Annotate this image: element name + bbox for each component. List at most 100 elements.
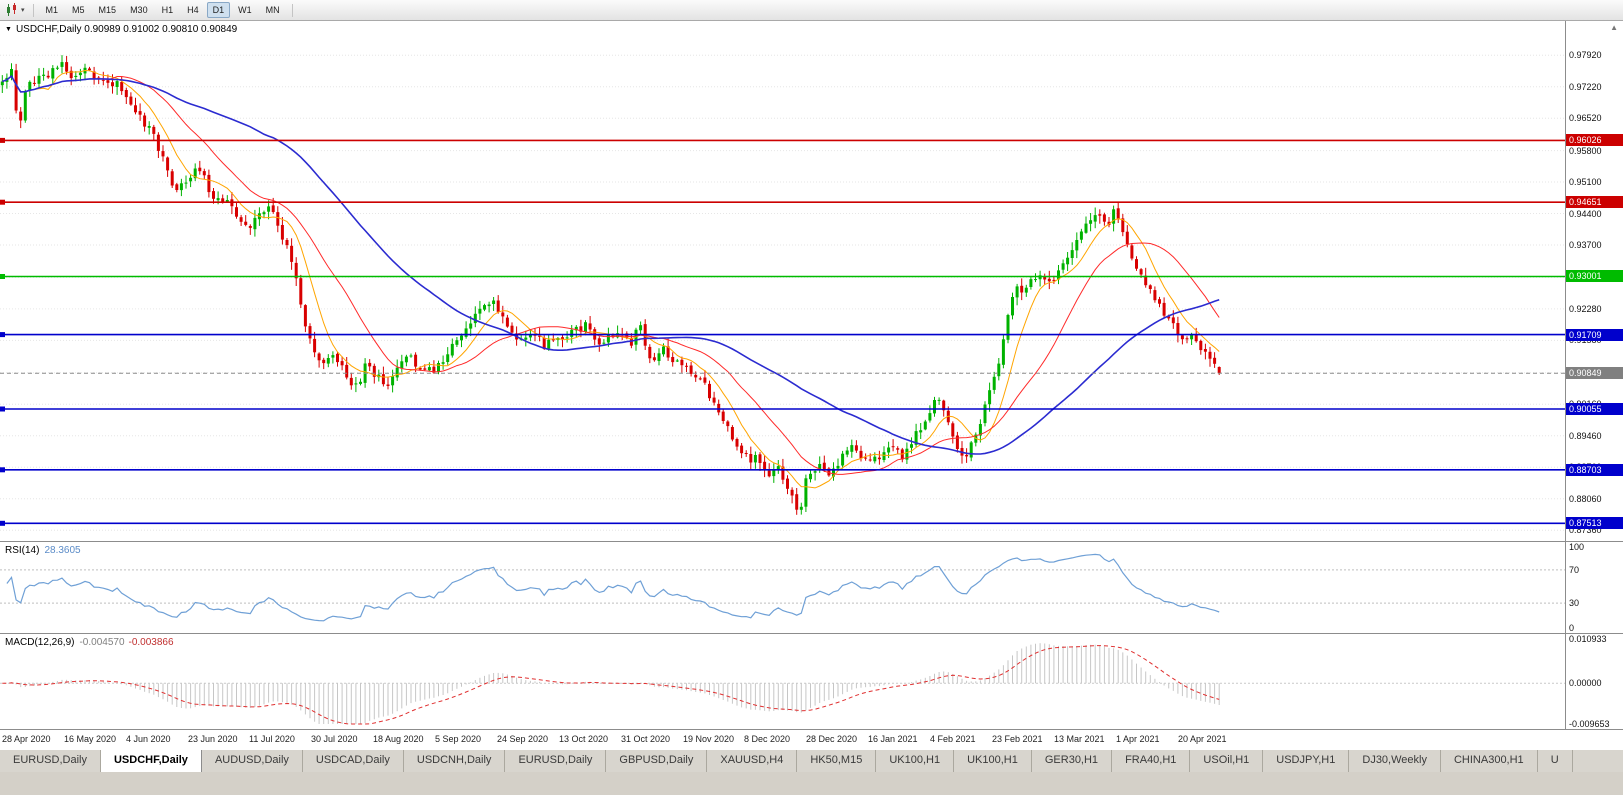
macd-signal-line <box>2 645 1220 725</box>
quote-ohlc: 0.90989 0.91002 0.90810 0.90849 <box>84 24 238 35</box>
ma-line-55 <box>2 74 1220 455</box>
macd-axis-label: 0.010933 <box>1569 634 1607 644</box>
window-bottom-strip <box>0 772 1623 795</box>
date-axis-label: 1 Apr 2021 <box>1116 734 1160 744</box>
timeframe-button-m30[interactable]: M30 <box>130 5 148 15</box>
chart-tab-audusd-daily[interactable]: AUDUSD,Daily <box>202 750 303 772</box>
rsi-axis-label: 100 <box>1569 542 1585 552</box>
chart-tab-bar: EURUSD,Daily USDCHF,Daily AUDUSD,Daily USDC… <box>0 749 1623 772</box>
timeframe-button-h1[interactable]: H1 <box>161 5 174 15</box>
timeframe-button-h4[interactable]: H4 <box>187 5 199 15</box>
chart-area: 0.97920 0.97220 0.96520 0.95800 0.95100 0.944… <box>0 21 1623 750</box>
macd-axis: 0.010933 0.00000 -0.009653 <box>1565 634 1623 730</box>
date-axis-label: 5 Sep 2020 <box>435 734 482 744</box>
level-price-tag: 0.87513 <box>1566 517 1623 529</box>
date-axis-label: 11 Jul 2020 <box>249 734 295 744</box>
chart-tab-usdcnh-daily[interactable]: USDCNH,Daily <box>404 750 506 772</box>
chart-type-icon[interactable] <box>5 3 20 17</box>
price-axis-label: 0.93700 <box>1569 240 1602 250</box>
price-axis-label: 0.95100 <box>1569 177 1602 187</box>
timeframe-button-m15[interactable]: M15 <box>98 5 117 15</box>
macd-label: MACD(12,26,9) -0.004570 -0.003866 <box>5 637 174 648</box>
toolbar: ▾ M1 M5 M15 M30 H1 H4 D1 W1 MN <box>0 0 1623 21</box>
candlestick-plot[interactable] <box>0 21 1566 541</box>
rsi-line <box>6 553 1220 622</box>
chevron-down-icon[interactable]: ▾ <box>21 7 25 14</box>
chart-tab-eurusd-daily[interactable]: EURUSD,Daily <box>505 750 607 772</box>
chart-tab-xauusd-h4[interactable]: XAUUSD,H4 <box>707 750 798 772</box>
timeframe-button-w1[interactable]: W1 <box>238 5 252 15</box>
price-axis-label: 0.97920 <box>1569 50 1602 60</box>
macd-plot <box>0 643 1566 725</box>
date-axis-label: 16 Jan 2021 <box>868 734 918 744</box>
chart-tab-ger30-h1[interactable]: GER30,H1 <box>1032 750 1113 772</box>
rsi-plot <box>0 553 1566 622</box>
date-axis-label: 28 Dec 2020 <box>806 734 858 744</box>
level-price-tag: 0.90055 <box>1566 403 1623 415</box>
chart-tab-uk100-h1[interactable]: UK100,H1 <box>876 750 955 772</box>
date-axis-label: 18 Aug 2020 <box>373 734 424 744</box>
horizontal-level-lines[interactable] <box>0 137 1566 526</box>
price-axis-label: 0.88060 <box>1569 494 1602 504</box>
chart-tab-hk50-m15[interactable]: HK50,M15 <box>797 750 877 772</box>
date-axis-label: 4 Jun 2020 <box>126 734 171 744</box>
timeframe-button-mn[interactable]: MN <box>265 5 280 15</box>
macd-indicator-panel[interactable]: 0.010933 0.00000 -0.009653 MACD(12,26,9) -0… <box>0 633 1623 730</box>
chart-tab-usdjpy-h1[interactable]: USDJPY,H1 <box>1263 750 1350 772</box>
date-axis-label: 30 Jul 2020 <box>311 734 358 744</box>
dropdown-triangle-icon[interactable]: ▼ <box>5 26 12 33</box>
chart-tab-eurusd-daily[interactable]: EURUSD,Daily <box>0 750 101 772</box>
price-axis-label: 0.89460 <box>1569 431 1602 441</box>
chart-tab-usoil-h1[interactable]: USOil,H1 <box>1190 750 1264 772</box>
macd-value-main: -0.004570 <box>79 637 125 648</box>
scroll-up-icon[interactable]: ▲ <box>1610 23 1618 32</box>
chart-tab-u[interactable]: U <box>1538 750 1573 772</box>
rsi-axis-label: 70 <box>1569 565 1580 575</box>
level-price-tag: 0.91709 <box>1566 329 1623 341</box>
macd-name: MACD(12,26,9) <box>5 637 75 648</box>
macd-histogram <box>6 643 1220 724</box>
quote-symbol: USDCHF,Daily <box>15 24 82 35</box>
timeframe-button-d1[interactable]: D1 <box>206 2 231 18</box>
chart-tab-uk100-h1[interactable]: UK100,H1 <box>954 750 1032 772</box>
candlestick-icon <box>7 3 16 16</box>
date-axis-label: 8 Dec 2020 <box>744 734 791 744</box>
candles <box>0 55 1221 515</box>
date-axis-label: 31 Oct 2020 <box>621 734 671 744</box>
price-axis-label: 0.96520 <box>1569 113 1602 123</box>
date-axis-label: 13 Oct 2020 <box>559 734 609 744</box>
date-axis-label: 28 Apr 2020 <box>2 734 51 744</box>
date-axis[interactable]: 28 Apr 2020 16 May 2020 4 Jun 2020 23 Jun 2… <box>0 729 1623 750</box>
toolbar-separator <box>32 3 34 17</box>
rsi-name: RSI(14) <box>5 545 40 556</box>
date-axis-label: 19 Nov 2020 <box>683 734 735 744</box>
chart-tab-usdchf-daily[interactable]: USDCHF,Daily <box>100 750 202 772</box>
chart-tab-dj30-weekly[interactable]: DJ30,Weekly <box>1349 750 1441 772</box>
price-axis-label: 0.94400 <box>1569 209 1602 219</box>
level-price-tag: 0.94651 <box>1566 196 1623 208</box>
date-axis-label: 24 Sep 2020 <box>497 734 549 744</box>
rsi-axis: 100 70 30 0 <box>1565 542 1623 634</box>
chart-tab-fra40-h1[interactable]: FRA40,H1 <box>1112 750 1191 772</box>
rsi-value: 28.3605 <box>44 545 81 556</box>
date-axis-label: 20 Apr 2021 <box>1178 734 1227 744</box>
rsi-axis-label: 0 <box>1569 623 1575 633</box>
macd-value-signal: -0.003866 <box>128 637 174 648</box>
price-axis[interactable]: 0.97920 0.97220 0.96520 0.95800 0.95100 0.944… <box>1565 21 1623 541</box>
price-axis-label: 0.92280 <box>1569 304 1602 314</box>
price-axis-label: 0.87360 <box>1569 525 1602 535</box>
macd-axis-label: -0.009653 <box>1569 719 1610 729</box>
chart-tab-china300-h1[interactable]: CHINA300,H1 <box>1441 750 1538 772</box>
timeframe-button-m1[interactable]: M1 <box>45 5 59 15</box>
date-axis-label: 4 Feb 2021 <box>930 734 976 744</box>
rsi-indicator-panel[interactable]: 100 70 30 0 RSI(14) 28.3605 <box>0 541 1623 634</box>
level-price-tag: 0.88703 <box>1566 464 1623 476</box>
rsi-label: RSI(14) 28.3605 <box>5 545 81 556</box>
chart-tab-gbpusd-daily[interactable]: GBPUSD,Daily <box>606 750 708 772</box>
rsi-axis-label: 30 <box>1569 598 1580 608</box>
date-axis-label: 23 Feb 2021 <box>992 734 1043 744</box>
price-chart-panel[interactable]: 0.97920 0.97220 0.96520 0.95800 0.95100 0.944… <box>0 21 1623 541</box>
timeframe-button-m5[interactable]: M5 <box>72 5 85 15</box>
macd-axis-label: 0.00000 <box>1569 678 1602 688</box>
chart-tab-usdcad-daily[interactable]: USDCAD,Daily <box>303 750 404 772</box>
